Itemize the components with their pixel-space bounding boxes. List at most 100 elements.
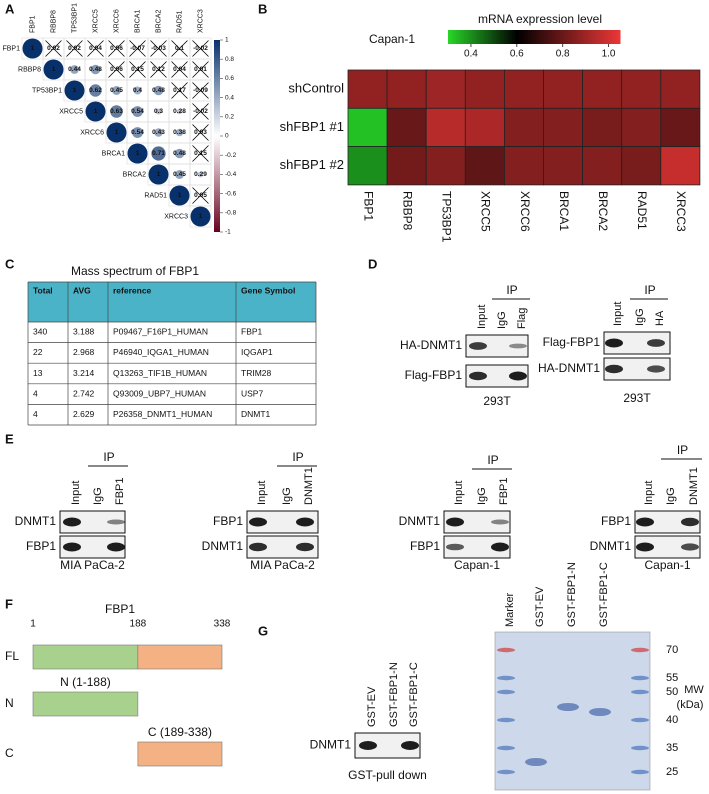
colorbar-step: [558, 30, 561, 44]
correlation-circle: [190, 206, 211, 227]
lane-label: IgG: [92, 487, 104, 505]
column-label: XRCC3: [674, 191, 688, 232]
column-label: TP53BP1: [71, 3, 78, 33]
table-cell: 13: [33, 368, 43, 378]
correlation-value: 0.29: [194, 171, 207, 178]
colorbar-step: [542, 30, 545, 44]
correlation-circle: [127, 143, 148, 164]
ladder-band: [497, 675, 515, 681]
row-label: shFBP1 #2: [280, 157, 344, 172]
colorbar-step: [508, 30, 511, 44]
lane-label: GST-FBP1-C: [408, 662, 420, 727]
table-cell: 4: [33, 409, 38, 419]
tick-label: 0.2: [225, 114, 234, 121]
construct-name: N (1-188): [60, 675, 111, 689]
blot-strip: [59, 510, 126, 534]
row-label: XRCC3: [164, 213, 188, 220]
colorbar-step: [528, 30, 531, 44]
correlation-value: 0.63: [110, 108, 123, 115]
colorbar-step: [544, 30, 547, 44]
correlation-value: 0.44: [68, 66, 81, 73]
colorbar-step: [500, 30, 503, 44]
protein-label: FBP1: [213, 514, 243, 528]
protein-label: DNMT1: [202, 539, 244, 553]
cross: [171, 40, 188, 57]
correlation-value: 1: [73, 87, 77, 94]
heat-cell: [464, 146, 505, 186]
column-label: XRCC5: [92, 9, 99, 33]
row-label: shFBP1 #1: [280, 119, 344, 134]
colorbar-step: [488, 30, 491, 44]
colorbar-step: [594, 30, 597, 44]
colorbar-step: [612, 30, 615, 44]
ladder-band: [631, 675, 649, 681]
tick-label: -0.4: [225, 171, 237, 178]
column-label: XRCC6: [113, 9, 120, 33]
correlation-value: 0.71: [152, 150, 165, 157]
correlation-circle: [151, 146, 166, 161]
panel-letter: F: [5, 596, 13, 611]
colorbar-step: [566, 30, 569, 44]
correlation-value: 0.54: [131, 108, 144, 115]
colorbar-step: [466, 30, 469, 44]
correlation-value: 1: [94, 108, 98, 115]
table-cell: 3.188: [73, 327, 95, 337]
colorbar-step: [540, 30, 543, 44]
colorbar-step: [602, 30, 605, 44]
colorbar-step: [486, 30, 489, 44]
cell-line-label: GST-pull down: [348, 768, 427, 782]
colorbar-step: [526, 30, 529, 44]
colorbar-step: [502, 30, 505, 44]
ip-label: IP: [644, 283, 655, 297]
correlation-circle: [153, 85, 164, 96]
colorbar: [214, 40, 220, 232]
correlation-circle: [154, 128, 163, 137]
table-cell: 2.629: [73, 409, 95, 419]
table-cell: Q13263_TIF1B_HUMAN: [113, 368, 207, 378]
correlation-value: 0.45: [110, 87, 123, 94]
protein-label: HA-DNMT1: [538, 361, 600, 375]
tick-label: 0.8: [225, 56, 234, 63]
ip-label: IP: [506, 283, 517, 297]
correlation-circle: [197, 171, 204, 178]
construct-label: C: [5, 746, 14, 760]
colorbar-step: [492, 30, 495, 44]
heat-cell: [386, 69, 427, 109]
table-cell: 340: [33, 327, 47, 337]
mw-label: 55: [666, 672, 678, 684]
colorbar-step: [516, 30, 519, 44]
correlation-circle: [70, 65, 79, 74]
cross: [192, 145, 209, 162]
correlation-value: 0.3: [154, 108, 163, 115]
band: [491, 519, 509, 525]
cell-line-label: MIA PaCa-2: [250, 558, 315, 572]
lane-label: Input: [453, 481, 465, 505]
correlation-circle: [132, 127, 143, 138]
row-label: BRCA2: [123, 171, 146, 178]
colorbar-step: [458, 30, 461, 44]
residue-label: 1: [30, 619, 36, 630]
colorbar-step: [478, 30, 481, 44]
protein-label: FBP1: [26, 539, 56, 553]
protein-band: [557, 703, 579, 711]
colorbar-step: [564, 30, 567, 44]
heat-cell: [386, 146, 427, 186]
band: [509, 371, 527, 381]
table-cell: DNMT1: [241, 409, 271, 419]
cell: [189, 205, 212, 228]
ladder-band: [631, 769, 649, 775]
mw-label: 35: [666, 742, 678, 754]
correlation-value: 0.48: [173, 150, 186, 157]
colorbar-step: [554, 30, 557, 44]
row-label: XRCC6: [80, 129, 104, 136]
column-label: XRCC3: [197, 9, 204, 33]
correlation-circle: [175, 128, 184, 137]
protein-band: [525, 758, 547, 766]
heat-cell: [621, 69, 662, 109]
column-label: BRCA1: [557, 191, 571, 231]
colorbar-step: [534, 30, 537, 44]
cross: [108, 61, 125, 78]
column-label: BRCA2: [155, 10, 162, 33]
colorbar-step: [474, 30, 477, 44]
column-label: XRCC6: [518, 191, 532, 232]
